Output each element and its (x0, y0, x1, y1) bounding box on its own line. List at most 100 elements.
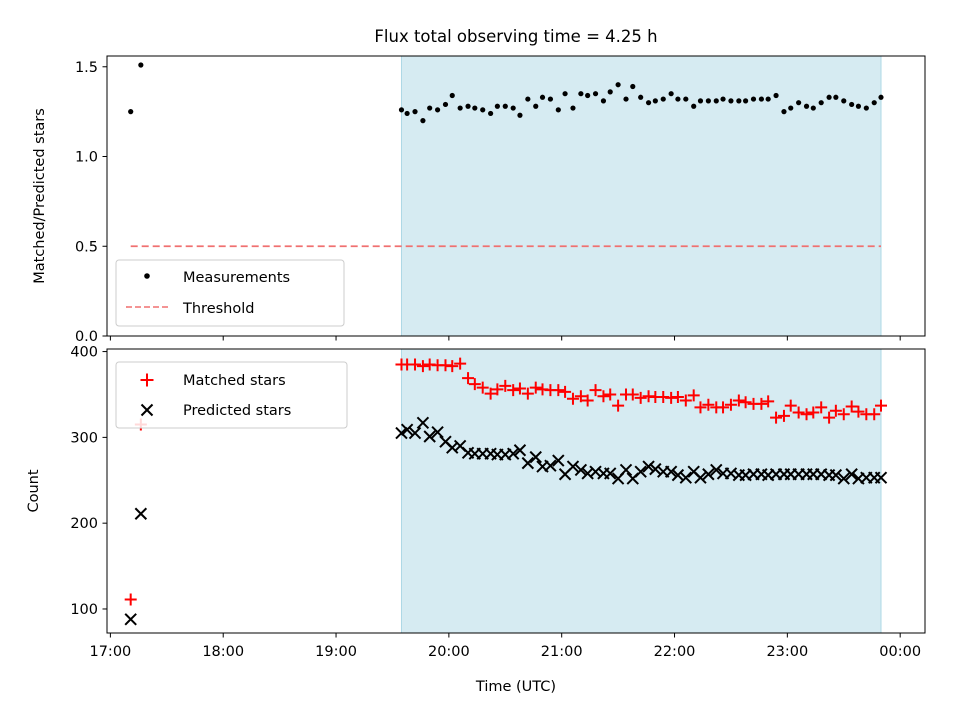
matched-star-point (454, 357, 467, 370)
ratio-ytick-label: 1.5 (75, 60, 98, 76)
matched-star-point (807, 406, 820, 419)
measurement-point (128, 109, 134, 115)
measurement-point (736, 98, 742, 104)
count-y-axis-label: Count (26, 469, 42, 512)
measurement-point (878, 94, 884, 100)
measurement-point (138, 62, 144, 68)
predicted-star-point (845, 468, 858, 481)
predicted-star-point (395, 426, 408, 440)
matched-star-point (874, 399, 887, 412)
count-ytick-label: 100 (70, 602, 98, 618)
measurement-point (697, 98, 704, 104)
measurement-point (412, 109, 418, 115)
matched-star-point (409, 358, 422, 371)
matched-star-point (770, 411, 783, 424)
ratio-ytick-label: 0.0 (75, 329, 98, 345)
matched-star-point (566, 392, 579, 405)
matched-star-point (574, 390, 587, 403)
measurement-point (743, 98, 749, 104)
count-xtick-label: 23:00 (766, 644, 808, 660)
measurement-point (713, 98, 719, 104)
measurement-point (652, 98, 658, 104)
predicted-star-point (702, 468, 715, 481)
legend-predicted-marker (140, 403, 154, 417)
measurement-point (683, 96, 689, 102)
matched-star-point (552, 384, 565, 397)
measurement-point (705, 98, 711, 104)
measurement-point (420, 118, 426, 124)
predicted-star-point (671, 468, 685, 482)
x-axis-label: Time (UTC) (475, 679, 556, 695)
measurement-point (472, 105, 478, 111)
matched-star-point (732, 394, 745, 407)
ratio-x-ticks (109, 336, 901, 341)
matched-star-point (694, 401, 707, 414)
count-ytick-label: 200 (70, 516, 98, 532)
legend-matched-label: Matched stars (183, 373, 286, 389)
measurement-point (750, 96, 757, 102)
count-observing-span (400, 348, 882, 634)
measurement-point (833, 94, 839, 100)
matched-star-point (800, 408, 813, 421)
count-xtick-label: 21:00 (541, 644, 583, 660)
count-panel: 100 200 300 400 17:00 18:00 19:00 20:00 21:00 22… (26, 345, 926, 695)
measurement-point (773, 92, 779, 99)
ratio-ytick-label: 0.5 (75, 239, 98, 255)
measurement-point (607, 89, 613, 95)
ratio-ytick-label: 1.0 (75, 150, 98, 166)
measurement-point (570, 105, 576, 111)
measurement-point (585, 92, 591, 99)
matched-star-point (792, 406, 805, 419)
matched-star-point (679, 394, 692, 407)
predicted-star-point (529, 450, 542, 464)
measurement-point (638, 94, 644, 100)
matched-star-point (416, 360, 429, 373)
matched-stars-points (124, 357, 887, 606)
ratio-y-ticks: 0.0 0.5 1.0 1.5 (75, 60, 107, 345)
measurement-point (826, 94, 832, 100)
measurement-point (841, 98, 847, 104)
measurement-point (781, 109, 787, 115)
predicted-star-point (521, 456, 535, 470)
matched-star-point (476, 381, 489, 394)
predicted-star-point (544, 459, 557, 472)
measurement-point (720, 96, 726, 102)
predicted-star-point (837, 472, 850, 485)
predicted-star-point (431, 426, 444, 439)
matched-star-point (612, 399, 625, 412)
measurement-point (434, 107, 441, 113)
matched-star-point (724, 398, 737, 411)
matched-star-point (755, 397, 768, 410)
matched-star-point (468, 378, 481, 391)
chart-title: Flux total observing time = 4.25 h (374, 27, 657, 46)
measurement-point (517, 112, 523, 118)
measurement-point (525, 96, 531, 102)
measurement-point (645, 100, 652, 106)
predicted-star-point (566, 460, 580, 473)
predicted-star-point (506, 447, 520, 460)
count-legend-box (115, 361, 348, 429)
predicted-star-point (710, 463, 723, 477)
matched-star-point (626, 388, 639, 401)
matched-star-point (823, 411, 836, 424)
predicted-star-point (124, 613, 137, 626)
measurement-point (810, 105, 816, 111)
measurement-point (855, 103, 862, 109)
predicted-star-point (664, 465, 678, 478)
legend-predicted-label: Predicted stars (183, 403, 291, 419)
count-ytick-label: 300 (70, 430, 98, 446)
measurement-point (539, 94, 546, 100)
matched-star-point (702, 398, 715, 411)
matched-star-point (845, 400, 858, 413)
predicted-star-point (649, 462, 662, 476)
measurement-point (600, 98, 607, 104)
measurement-point (871, 100, 877, 106)
measurement-point (630, 83, 636, 90)
matched-star-point (521, 387, 534, 400)
measurement-point (457, 105, 463, 111)
measurement-point (849, 101, 855, 108)
measurement-point (615, 82, 621, 88)
predicted-star-point (642, 460, 655, 473)
predicted-star-point (619, 463, 633, 477)
